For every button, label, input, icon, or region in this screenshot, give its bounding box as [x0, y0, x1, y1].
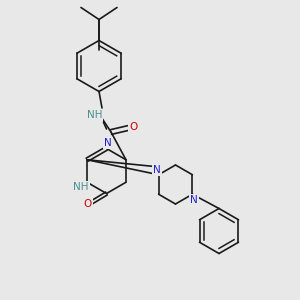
- Text: N: N: [104, 138, 112, 148]
- Text: O: O: [129, 122, 138, 133]
- Text: O: O: [84, 199, 92, 209]
- Text: NH: NH: [87, 110, 102, 121]
- Text: NH: NH: [73, 182, 89, 192]
- Text: N: N: [190, 195, 198, 205]
- Text: N: N: [153, 165, 161, 175]
